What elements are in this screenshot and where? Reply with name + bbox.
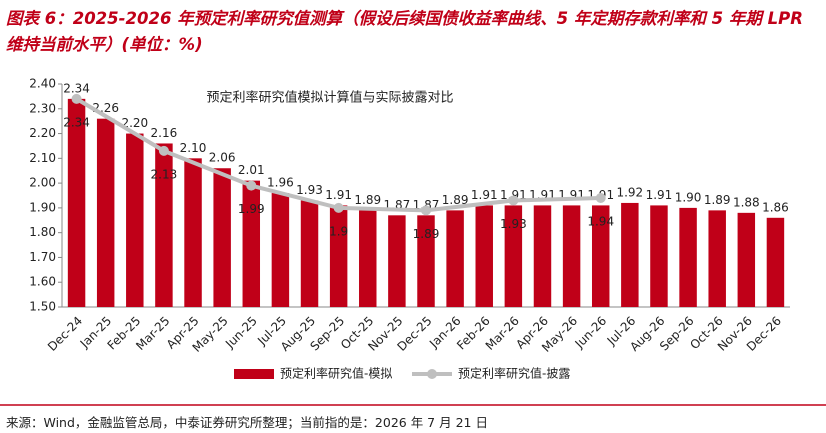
- line-point: [246, 180, 257, 191]
- bar: [417, 215, 435, 307]
- bar: [621, 202, 639, 307]
- x-tick-label: Jun-26: [572, 314, 610, 352]
- bar-value-label: 1.91: [646, 188, 673, 202]
- bar: [213, 168, 231, 307]
- bar-value-label: 1.91: [471, 188, 498, 202]
- line-value-label: 1.99: [238, 202, 265, 216]
- bar: [359, 210, 377, 307]
- bar: [766, 217, 785, 307]
- line-value-label: 1.89: [413, 227, 440, 241]
- x-tick-label: Dec-24: [45, 314, 85, 354]
- bar: [126, 133, 144, 307]
- y-tick-label: 1.80: [29, 225, 56, 239]
- line-point: [508, 195, 519, 206]
- legend-swatch: [427, 369, 437, 379]
- bar-value-label: 1.93: [296, 183, 323, 197]
- line-value-label: 2.13: [151, 167, 178, 181]
- footer: 来源：Wind，金融监管总局，中泰证券研究所整理；当前指的是：2026 年 7 …: [6, 415, 488, 430]
- bar-value-label: 1.90: [675, 190, 702, 204]
- bar: [300, 200, 319, 307]
- legend-label: 预定利率研究值-披露: [458, 366, 570, 381]
- bar-value-label: 1.88: [733, 195, 760, 209]
- bar: [67, 98, 86, 307]
- bar-value-label: 2.10: [180, 141, 207, 155]
- title: 图表 6：2025-2026 年预定利率研究值测算（假设后续国债收益率曲线、5 …: [6, 9, 803, 54]
- chart-annotation: 预定利率研究值模拟计算值与实际披露对比: [206, 90, 453, 106]
- bar-value-label: 2.01: [238, 163, 265, 177]
- bar: [242, 180, 261, 307]
- bar-value-label: 1.89: [442, 193, 469, 207]
- legend-swatch: [234, 369, 274, 379]
- y-tick-label: 2.20: [29, 126, 56, 140]
- bar: [562, 205, 581, 307]
- y-tick-label: 2.40: [29, 77, 56, 91]
- line-value-label: 1.9: [329, 224, 348, 238]
- bar-value-label: 1.96: [267, 176, 294, 190]
- y-tick-label: 2.30: [29, 101, 56, 115]
- bar-value-label: 1.86: [762, 200, 789, 214]
- y-tick-label: 2.00: [29, 176, 56, 190]
- bar: [591, 205, 610, 307]
- line-value-label: 1.93: [500, 217, 527, 231]
- line-value-label: 1.94: [587, 214, 614, 228]
- bar: [96, 118, 115, 307]
- bar: [155, 143, 173, 307]
- y-tick-label: 1.90: [29, 200, 56, 214]
- bar: [504, 205, 523, 307]
- bar: [708, 210, 726, 307]
- bar: [533, 205, 552, 307]
- line-value-label: 2.34: [63, 115, 90, 129]
- bar: [184, 158, 202, 307]
- bar: [475, 205, 493, 307]
- bar-value-label: 2.26: [92, 101, 119, 115]
- line-point: [421, 205, 431, 216]
- y-tick-label: 1.50: [29, 300, 56, 314]
- bar: [388, 215, 406, 307]
- bar: [679, 207, 697, 307]
- bar: [650, 205, 668, 307]
- line-point: [71, 93, 82, 104]
- y-tick-label: 1.60: [29, 275, 56, 289]
- y-tick-label: 2.10: [29, 151, 56, 165]
- x-tick-label: Jun-25: [222, 314, 260, 352]
- bar: [737, 212, 756, 307]
- line-point: [158, 145, 169, 156]
- bar: [446, 210, 464, 307]
- bar-value-label: 1.89: [354, 193, 381, 207]
- legend-label: 预定利率研究值-模拟: [280, 366, 392, 381]
- line-point: [333, 202, 344, 213]
- bar-value-label: 1.92: [616, 185, 643, 199]
- bar-value-label: 2.34: [63, 81, 90, 95]
- bar-value-label: 2.20: [121, 116, 148, 130]
- line-point: [595, 192, 606, 203]
- bar: [329, 205, 348, 307]
- bar-value-label: 1.91: [325, 188, 352, 202]
- bar-value-label: 2.06: [209, 151, 236, 165]
- bar-value-label: 2.16: [151, 126, 178, 140]
- y-tick-label: 1.70: [29, 250, 56, 264]
- bar-value-label: 1.89: [704, 193, 731, 207]
- bar: [271, 193, 290, 307]
